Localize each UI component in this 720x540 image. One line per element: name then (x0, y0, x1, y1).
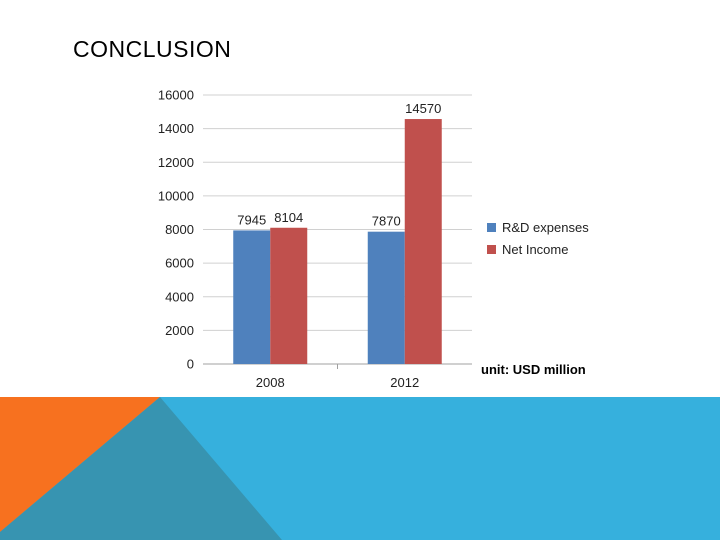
y-tick-label: 6000 (165, 256, 194, 271)
data-label: 7870 (372, 214, 401, 229)
legend-label: R&D expenses (502, 220, 589, 235)
y-tick-label: 10000 (158, 188, 194, 203)
legend-swatch (487, 245, 496, 254)
data-label: 14570 (405, 101, 441, 116)
chart-bars (233, 119, 442, 365)
bar (270, 227, 308, 364)
footer-teal-shape (0, 397, 282, 540)
legend-label: Net Income (502, 242, 568, 257)
y-tick-label: 14000 (158, 121, 194, 136)
y-tick-label: 4000 (165, 289, 194, 304)
bar (367, 231, 405, 364)
data-label: 8104 (274, 210, 303, 225)
slide-title: CONCLUSION (73, 36, 232, 62)
legend-swatch (487, 223, 496, 232)
bar (404, 119, 442, 365)
decorative-footer (0, 397, 720, 540)
y-tick-label: 8000 (165, 222, 194, 237)
chart-labels: 0 2000 4000 6000 8000 10000 12000 14000 16000 794… (158, 88, 441, 391)
data-label: 7945 (237, 212, 266, 227)
bar (233, 230, 271, 364)
y-tick-label: 0 (187, 357, 194, 372)
y-tick-label: 12000 (158, 155, 194, 170)
y-tick-label: 16000 (158, 88, 194, 103)
x-tick-label: 2008 (256, 375, 285, 390)
unit-note: unit: USD million (481, 362, 586, 377)
x-tick-label: 2012 (390, 375, 419, 390)
chart-legend: R&D expenses Net Income (487, 220, 589, 257)
y-tick-label: 2000 (165, 323, 194, 338)
